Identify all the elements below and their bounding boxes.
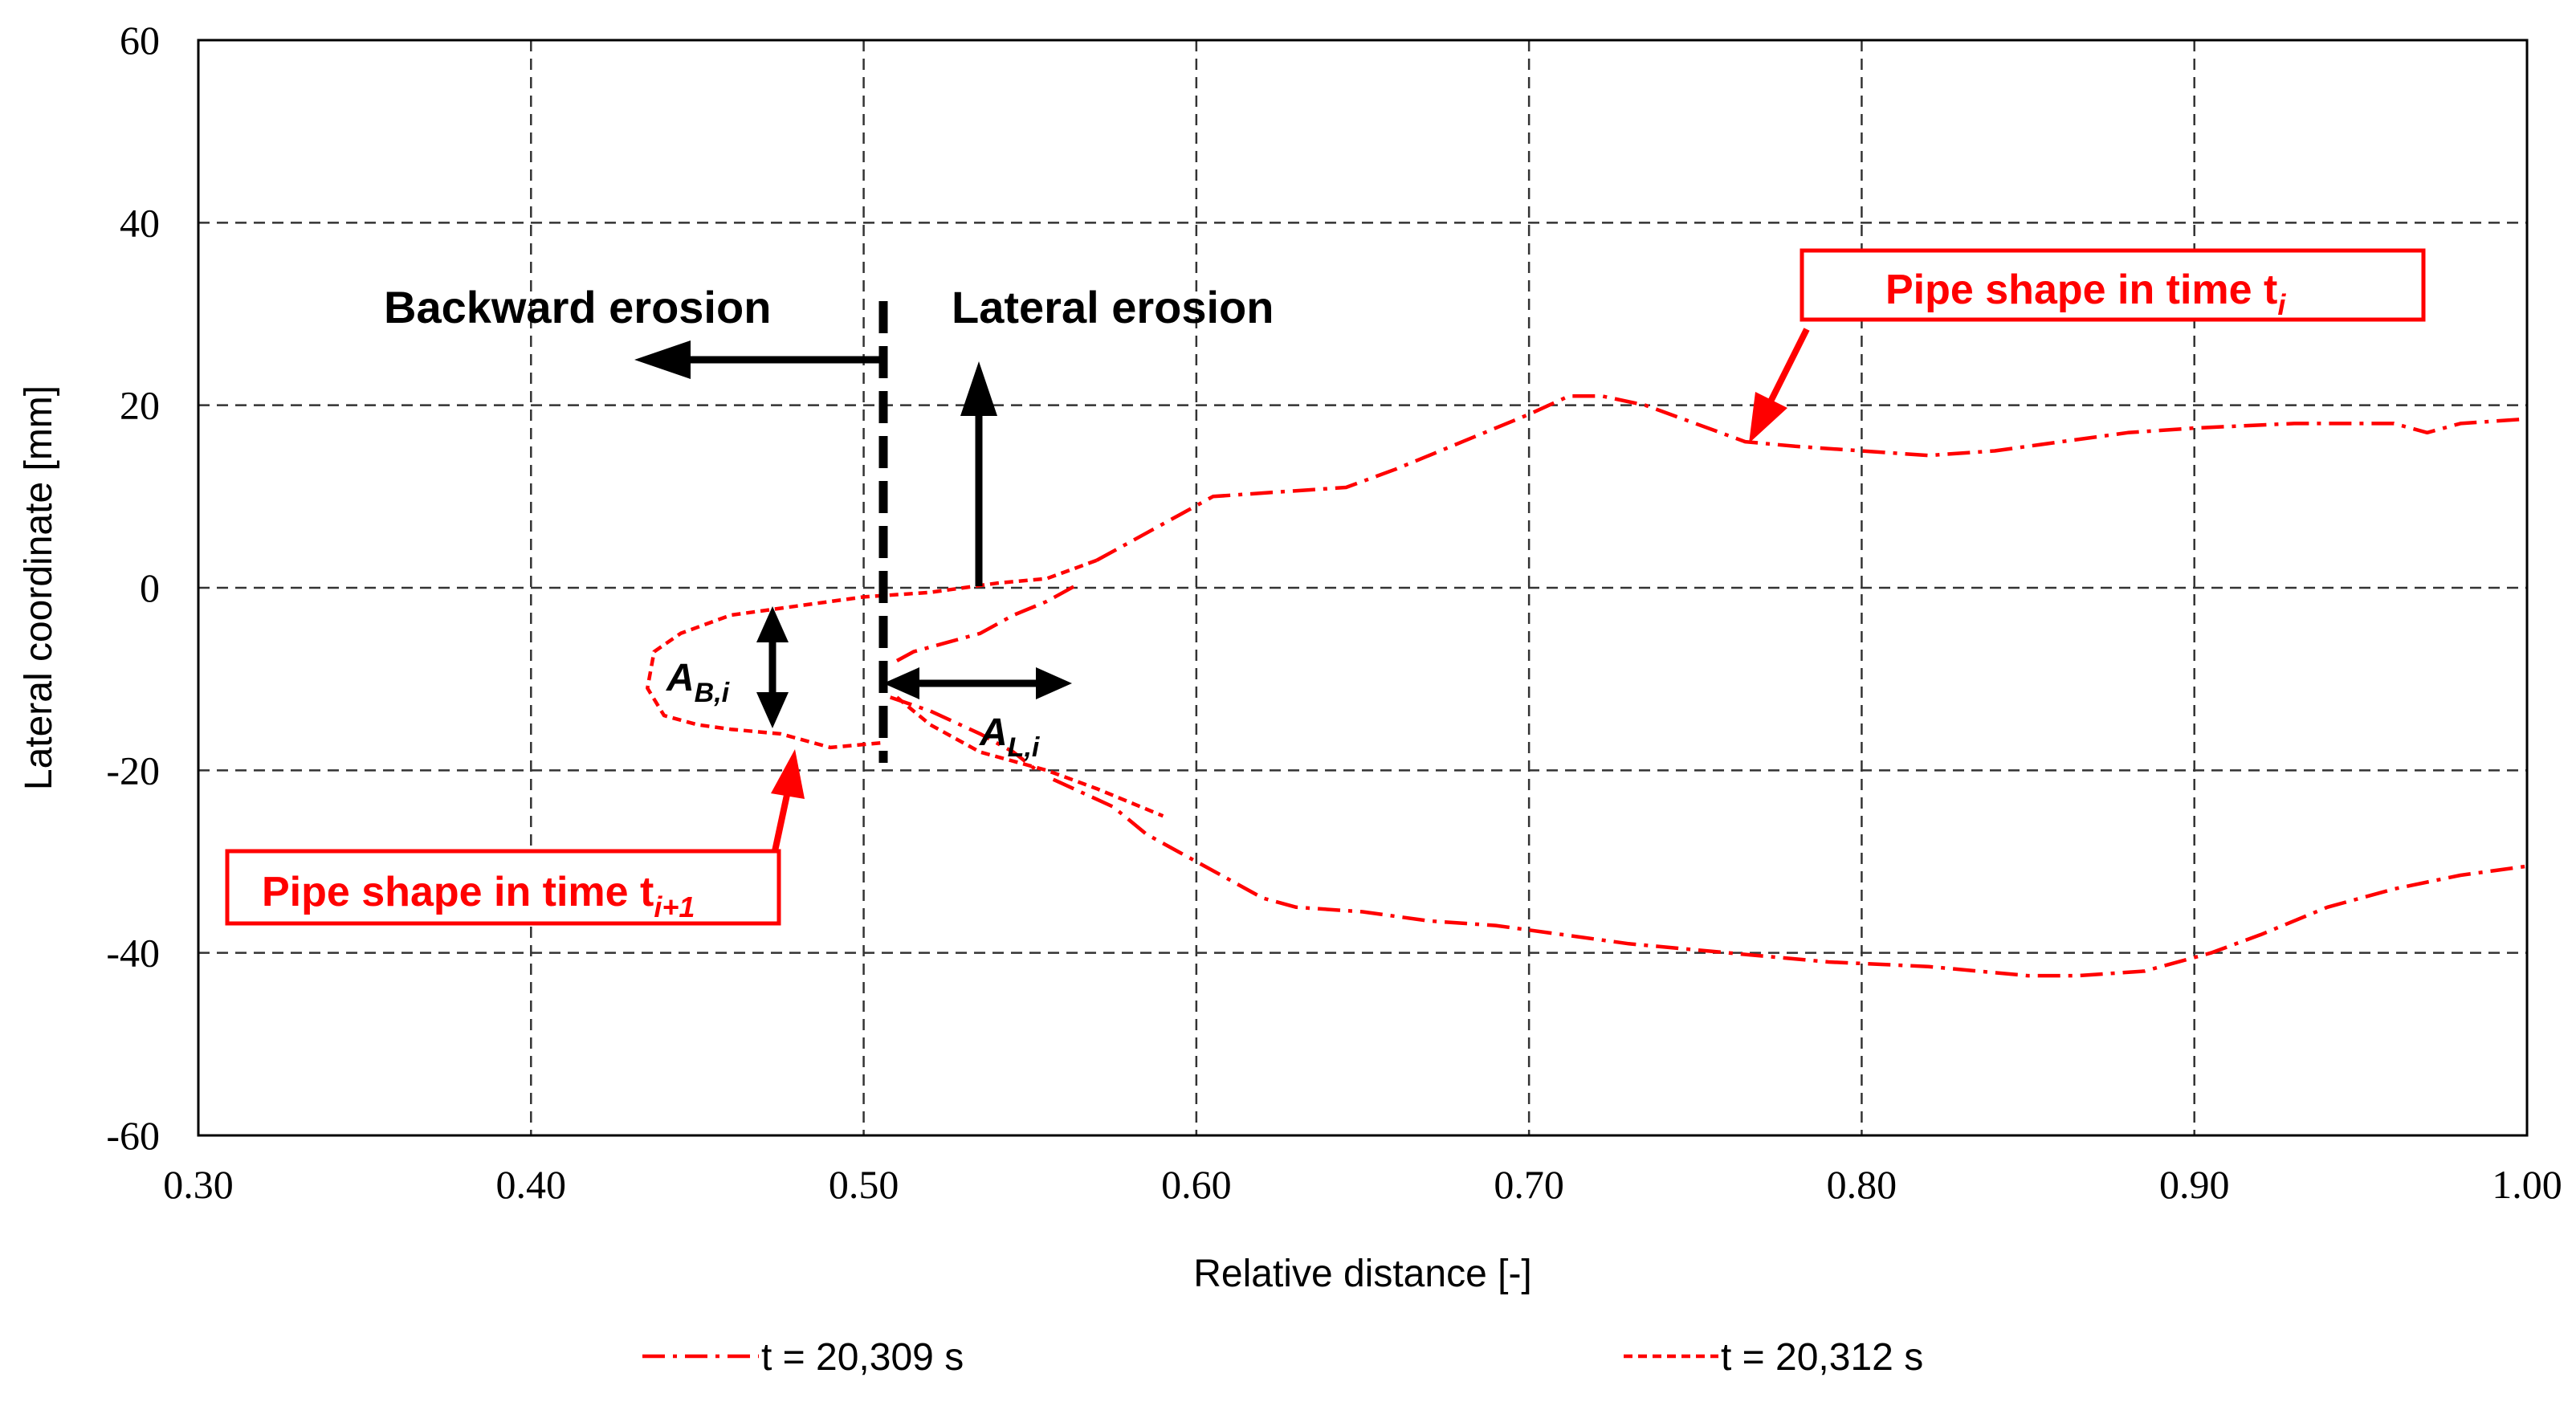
callout-ti-sub: i bbox=[2277, 288, 2286, 321]
a-l-main: A bbox=[979, 711, 1008, 754]
x-tick-label: 0.60 bbox=[1161, 1162, 1232, 1207]
a-b-label: AB,i bbox=[666, 657, 731, 708]
y-tick-label: 0 bbox=[140, 565, 160, 610]
callout-ti1-arrow bbox=[772, 794, 790, 852]
series-line-t-20309 bbox=[1052, 777, 2528, 978]
a-l-double-arrow bbox=[883, 667, 1072, 699]
x-tick-label: 0.50 bbox=[829, 1162, 899, 1207]
callout-ti-box bbox=[1800, 248, 2426, 322]
y-axis-title: Lateral coordinate [mm] bbox=[18, 385, 60, 790]
a-b-sub: B,i bbox=[695, 678, 731, 708]
callout-ti1-main: Pipe shape in time t bbox=[262, 869, 654, 915]
y-tick-label: -60 bbox=[106, 1113, 160, 1158]
y-tick-labels: 60 40 20 0 -20 -40 -60 bbox=[106, 18, 160, 1158]
x-tick-label: 0.80 bbox=[1827, 1162, 1897, 1207]
series-line-t-20309 bbox=[1095, 394, 2528, 562]
series-line-t-20309 bbox=[895, 581, 1081, 662]
x-tick-label: 0.90 bbox=[2159, 1162, 2230, 1207]
series-line-t-20312 bbox=[895, 695, 1164, 818]
callout-ti1-box bbox=[225, 849, 781, 926]
a-b-double-arrow bbox=[756, 606, 789, 728]
x-tick-label: 0.30 bbox=[163, 1162, 234, 1207]
backward-erosion-label: Backward erosion bbox=[384, 282, 771, 332]
a-b-main: A bbox=[666, 657, 695, 699]
lateral-erosion-arrow bbox=[960, 361, 997, 586]
backward-erosion-arrow bbox=[634, 340, 879, 379]
y-tick-label: -40 bbox=[106, 931, 160, 976]
callout-ti-arrowhead bbox=[1749, 392, 1787, 443]
x-tick-label: 0.40 bbox=[496, 1162, 567, 1207]
x-tick-label: 1.00 bbox=[2492, 1162, 2562, 1207]
grid-lines bbox=[198, 40, 2527, 1135]
y-tick-label: 40 bbox=[120, 200, 160, 245]
callout-ti-text: Pipe shape in time ti bbox=[1885, 267, 2286, 321]
y-tick-label: 20 bbox=[120, 383, 160, 428]
series-layer bbox=[646, 394, 2528, 978]
legend-item-series-a: t = 20,309 s bbox=[642, 1336, 964, 1379]
y-tick-label: 60 bbox=[120, 18, 160, 63]
callout-ti1-sub: i+1 bbox=[654, 891, 695, 923]
callout-ti1: Pipe shape in time ti+1 bbox=[225, 749, 805, 926]
callout-ti-main: Pipe shape in time t bbox=[1885, 267, 2277, 313]
legend: t = 20,309 s t = 20,312 s bbox=[642, 1336, 1923, 1379]
a-l-sub: L,i bbox=[1008, 732, 1041, 763]
callout-ti: Pipe shape in time ti bbox=[1749, 248, 2426, 443]
legend-label-series-b: t = 20,312 s bbox=[1721, 1336, 1923, 1379]
a-l-label: AL,i bbox=[979, 711, 1041, 763]
series-line-t-20312 bbox=[646, 558, 1098, 750]
legend-item-series-b: t = 20,312 s bbox=[1624, 1336, 1923, 1379]
plot-frame bbox=[197, 39, 2529, 1137]
lateral-erosion-label: Lateral erosion bbox=[952, 282, 1274, 332]
callout-ti1-text: Pipe shape in time ti+1 bbox=[262, 869, 695, 923]
callout-ti1-arrowhead bbox=[771, 749, 805, 799]
series-line-t-20309 bbox=[889, 695, 1038, 772]
legend-label-series-a: t = 20,309 s bbox=[761, 1336, 964, 1379]
callout-ti-arrow bbox=[1767, 328, 1810, 403]
x-axis-title: Relative distance [-] bbox=[1193, 1253, 1532, 1295]
x-tick-labels: 0.30 0.40 0.50 0.60 0.70 0.80 0.90 1.00 bbox=[163, 1162, 2562, 1207]
x-tick-label: 0.70 bbox=[1494, 1162, 1564, 1207]
y-tick-label: -20 bbox=[106, 748, 160, 793]
